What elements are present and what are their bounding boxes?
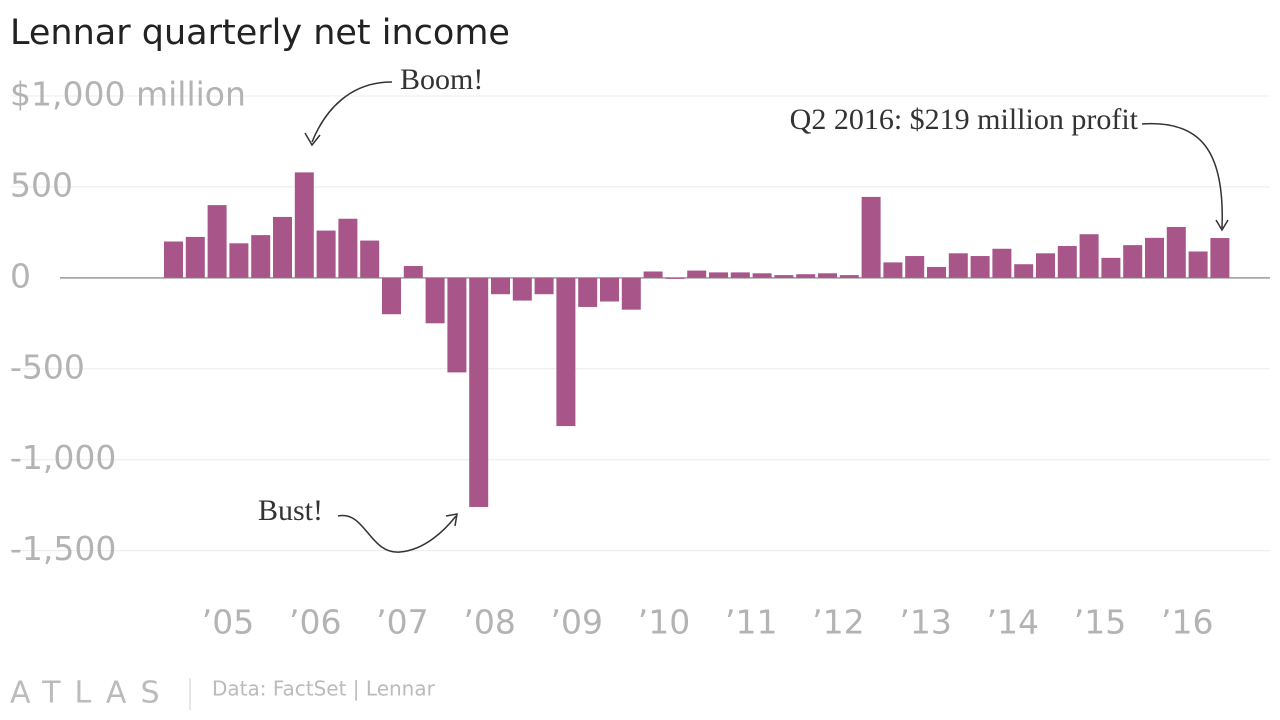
- bar: [992, 248, 1012, 278]
- bar: [643, 271, 663, 278]
- y-tick-label: -500: [10, 347, 85, 386]
- arrow: [1141, 122, 1223, 229]
- bar: [600, 277, 619, 302]
- x-tick-label: ’15: [1074, 603, 1126, 642]
- bar: [905, 256, 925, 278]
- bar: [294, 172, 314, 278]
- x-tick-label: ’06: [289, 603, 341, 642]
- y-tick-label: -1,500: [10, 529, 116, 568]
- arrow: [311, 81, 393, 143]
- bar: [1057, 246, 1077, 278]
- bar: [818, 273, 837, 278]
- x-tick-label: ’14: [987, 603, 1039, 642]
- bar: [251, 235, 271, 278]
- arrow-head: [445, 513, 458, 527]
- bar: [1145, 237, 1164, 278]
- bar: [360, 240, 380, 278]
- logo: ATLAS: [10, 676, 174, 711]
- bar: [229, 243, 249, 278]
- bar: [861, 196, 881, 278]
- annotation: Q2 2016: $219 million profit: [790, 103, 1139, 136]
- grid: [10, 95, 1270, 552]
- bars: [164, 172, 1230, 507]
- annotation: Boom!: [400, 63, 483, 96]
- arrow: [337, 514, 457, 553]
- bar: [534, 277, 554, 295]
- bar: [556, 277, 576, 427]
- y-tick-label: 500: [10, 165, 73, 204]
- bar: [512, 277, 532, 301]
- arrow-head: [304, 132, 321, 147]
- x-tick-label: ’07: [376, 603, 428, 642]
- bar: [403, 266, 423, 278]
- bar: [883, 262, 903, 278]
- bar: [273, 216, 292, 278]
- x-tick-label: ’08: [463, 603, 515, 642]
- bar: [709, 272, 728, 278]
- bar: [839, 275, 859, 278]
- bar: [752, 273, 772, 278]
- bar: [1166, 226, 1186, 278]
- bar: [665, 277, 685, 279]
- bar: [730, 272, 750, 278]
- y-tick-label: $1,000 million: [10, 75, 246, 114]
- bar: [1079, 234, 1099, 278]
- bar: [164, 241, 183, 278]
- bar: [1014, 264, 1034, 278]
- bar: [207, 205, 227, 278]
- bar: [447, 277, 467, 373]
- x-tick-label: ’12: [812, 603, 864, 642]
- bar: [687, 270, 707, 278]
- bar: [316, 230, 336, 278]
- annotation: Bust!: [258, 494, 323, 527]
- bar: [1210, 238, 1230, 278]
- y-tick-label: 0: [10, 256, 31, 295]
- bar: [425, 277, 445, 324]
- bar: [185, 236, 205, 278]
- bar: [774, 275, 794, 278]
- bar: [1101, 257, 1121, 278]
- x-tick-label: ’16: [1161, 603, 1213, 642]
- source: Data: FactSet | Lennar: [212, 677, 436, 701]
- y-tick-label: -1,000: [10, 438, 116, 477]
- x-tick-label: ’09: [551, 603, 603, 642]
- bar: [948, 253, 968, 278]
- x-tick-label: ’13: [899, 603, 951, 642]
- bar: [1036, 253, 1055, 278]
- bar: [970, 256, 990, 278]
- arrow-head: [1215, 219, 1229, 232]
- x-tick-label: ’10: [638, 603, 690, 642]
- bar: [621, 277, 641, 310]
- bar: [338, 218, 358, 278]
- bar: [469, 277, 489, 507]
- bar: [382, 277, 401, 315]
- x-tick-label: ’11: [725, 603, 777, 642]
- bar: [1188, 251, 1208, 278]
- chart-title: Lennar quarterly net income: [10, 13, 510, 53]
- bar: [578, 277, 598, 307]
- x-tick-label: ’05: [202, 603, 254, 642]
- bar: [796, 274, 816, 278]
- bar: [927, 266, 946, 278]
- bar: [491, 277, 510, 295]
- bar: [1123, 245, 1143, 278]
